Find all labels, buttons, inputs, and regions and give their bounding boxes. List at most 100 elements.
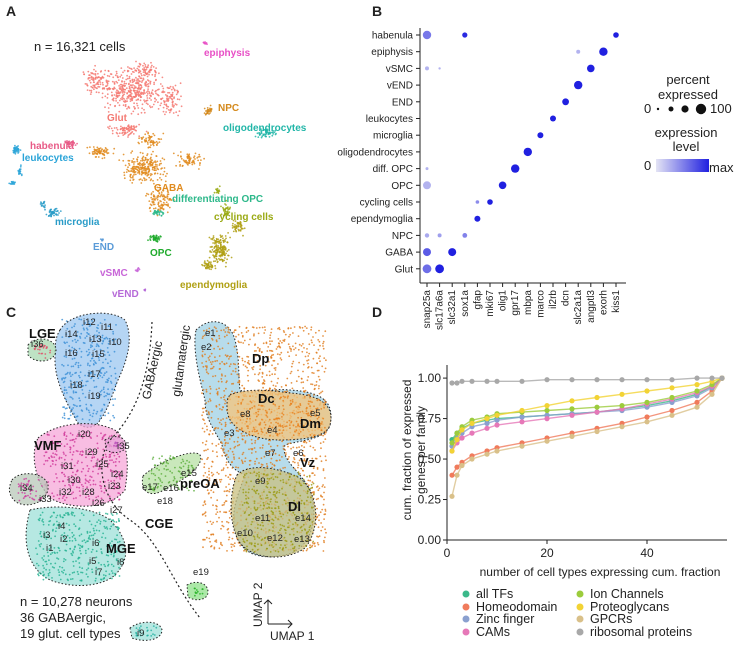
footer-neurons: n = 10,278 neurons	[20, 594, 133, 609]
dotplot-gene-label: mbpa	[523, 290, 534, 315]
umap-c-cluster-id: i20	[78, 429, 91, 440]
umap-a-label: OPC	[150, 248, 172, 259]
legend-label: Ion Channels	[590, 587, 664, 601]
dotplot-dot	[448, 248, 457, 257]
umap-c-region-label: Dm	[300, 416, 321, 431]
umap-a-label: cycling cells	[214, 212, 274, 223]
umap-c-region	[129, 621, 163, 641]
footer-gabaergic: 36 GABAergic,	[20, 610, 106, 625]
umap-c-cluster-id: e17	[142, 482, 158, 493]
legend-color-title-2: level	[673, 139, 700, 154]
chart-point	[644, 377, 650, 383]
legend-label: Zinc finger	[476, 612, 534, 626]
umap-axes-indicator: UMAP 2 UMAP 1	[251, 582, 315, 643]
umap-axis-y: UMAP 2	[251, 582, 265, 627]
dotplot-gene-label: olig1	[498, 290, 509, 312]
umap-c-cluster-id: e12	[267, 533, 283, 544]
chart-point	[644, 414, 650, 420]
dotplot-row-label: OPC	[391, 181, 413, 192]
chart-point	[669, 407, 675, 414]
umap-a-label: GABA	[154, 183, 183, 194]
umap-a-cluster	[203, 104, 213, 116]
legend-size-dot-1	[656, 107, 660, 111]
chart-ylabel-1: cum. fraction of expressed	[400, 380, 414, 521]
legend-label: CAMs	[476, 625, 510, 639]
chart-point	[469, 430, 475, 436]
umap-c-cluster-id: i35	[117, 441, 130, 452]
umap-a-label: differentiating OPC	[172, 194, 263, 205]
chart-point	[644, 399, 650, 405]
chart-series	[449, 375, 725, 443]
panel-b-letter: B	[372, 3, 382, 19]
umap-c-cluster-id: e9	[255, 476, 266, 487]
legend-item: Zinc finger	[462, 612, 534, 626]
umap-c-cluster-id: i2	[60, 534, 67, 545]
chart-point	[494, 448, 500, 454]
dotplot-gene-label: slc2a1a	[573, 290, 584, 325]
chart-point	[494, 422, 500, 428]
umap-c-cluster-id: i10	[109, 337, 122, 348]
umap-a-cluster	[8, 144, 23, 186]
umap-a-cluster	[213, 185, 232, 217]
umap-c-region	[230, 467, 317, 558]
chart-x-tick-label: 40	[640, 546, 654, 560]
dotplot-row-label: cycling cells	[360, 198, 413, 209]
dotplot-gene-label: il2rb	[548, 290, 559, 309]
dotplot-dot	[435, 264, 444, 274]
umap-c-regions	[8, 312, 332, 641]
chart-x-tick-label: 20	[540, 546, 554, 560]
chart-point	[694, 399, 700, 405]
umap-c-region	[104, 436, 127, 453]
legend-color-title-1: expression	[655, 125, 718, 140]
footer-glut: 19 glut. cell types	[20, 626, 121, 641]
umap-c-cluster-id: i9	[137, 628, 144, 639]
chart-point	[669, 377, 675, 383]
dotplot-gene-label: dcn	[561, 290, 572, 306]
legend-swatch	[576, 628, 584, 636]
umap-a-label: ependymoglia	[180, 280, 248, 291]
panel-a-letter: A	[6, 3, 16, 19]
dotplot-dot	[574, 80, 583, 90]
umap-c-cluster-id: e8	[240, 409, 251, 420]
chart-point	[519, 414, 525, 420]
panel-a-cell-count: n = 16,321 cells	[34, 39, 126, 54]
umap-c-region	[8, 473, 49, 506]
dotplot-dot	[462, 233, 468, 238]
umap-c-cluster-id: e14	[295, 513, 311, 524]
umap-axis-x: UMAP 1	[270, 629, 315, 643]
legend-item: Homeodomain	[462, 600, 557, 614]
chart-y-tick-label: 1.00	[418, 371, 442, 385]
dotplot-dot	[422, 264, 432, 274]
umap-c-cluster-id: i33	[39, 494, 52, 505]
chart-xlabel: number of cell types expressing cum. fra…	[480, 565, 721, 579]
umap-a-label: NPC	[218, 103, 239, 114]
umap-c-cluster-id: e3	[224, 428, 235, 439]
legend-swatch	[576, 615, 584, 623]
umap-c-cluster-id: i4	[58, 521, 65, 532]
dotplot-row-label: GABA	[385, 248, 413, 259]
legend-swatch	[576, 603, 584, 611]
umap-c-cluster-id: i11	[101, 322, 113, 333]
umap-a-cluster	[99, 238, 104, 242]
dotplot-row-label: diff. OPC	[373, 164, 413, 175]
legend-swatch	[462, 590, 470, 598]
chart-point	[519, 407, 525, 414]
dotplot-row-label: habenula	[372, 31, 414, 42]
dotplot-dot	[425, 66, 429, 71]
umap-c-region	[54, 312, 130, 428]
dotplot-row-label: ependymoglia	[351, 214, 414, 225]
umap-c-region	[27, 338, 57, 362]
umap-c-region-label: CGE	[145, 516, 174, 531]
panel-d: D cum. fraction of expressed genes per f…	[372, 304, 727, 639]
legend-size-title-2: expressed	[658, 87, 718, 102]
panel-b: B habenula epiphysis vSMC vEND END leukocytes…	[337, 3, 734, 330]
chart-point	[694, 404, 700, 410]
legend-size-max: 100	[710, 101, 732, 116]
chart-point	[709, 391, 715, 397]
line-chart: 0.00 0.25 0.50 0.75 1.00 0 20 40	[418, 365, 727, 560]
panel-a: A n = 16,321 cells epiphysis Glut habenula…	[6, 3, 307, 300]
umap-a-label: END	[93, 242, 114, 253]
umap-a-label: vEND	[112, 289, 139, 300]
chart-point	[449, 448, 455, 454]
umap-a-cluster	[86, 131, 206, 217]
